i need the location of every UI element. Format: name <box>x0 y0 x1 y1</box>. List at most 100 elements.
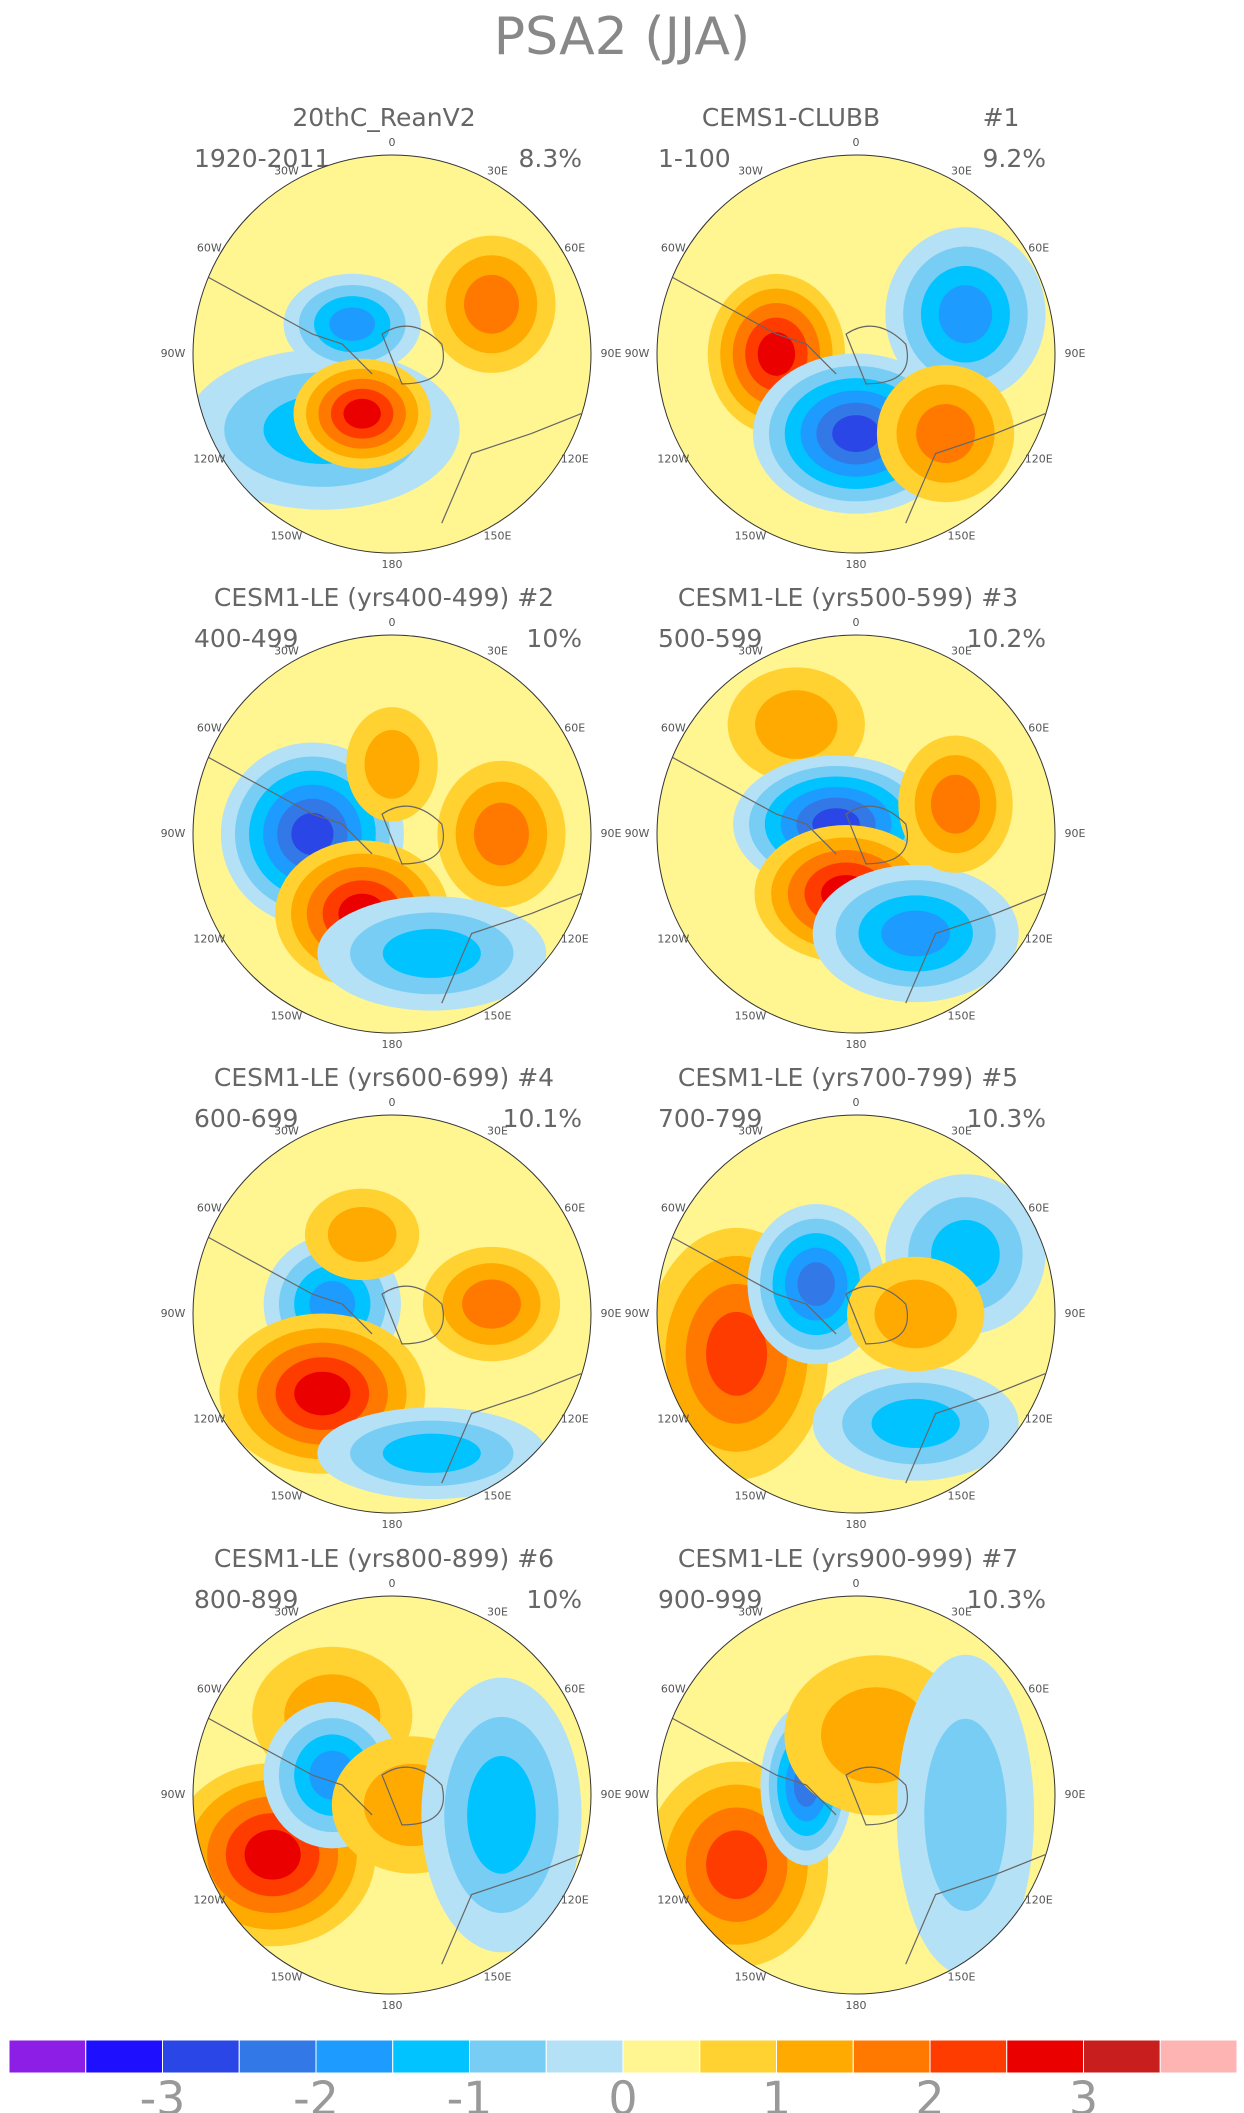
coastline <box>441 413 582 524</box>
longitude-label: 180 <box>382 1038 403 1051</box>
panel-variance: 10.3% <box>967 1585 1046 1614</box>
map-field <box>193 1596 591 1994</box>
longitude-label: 30W <box>738 1605 763 1618</box>
map-field <box>657 635 1055 1033</box>
map-field <box>193 155 591 553</box>
longitude-label: 60E <box>564 722 585 735</box>
map-border <box>192 1114 592 1514</box>
panel-variance: 9.2% <box>982 144 1046 173</box>
longitude-label: 120E <box>1025 1894 1053 1907</box>
longitude-label: 0 <box>853 1577 860 1590</box>
coastline <box>381 1285 444 1345</box>
contour-level <box>382 1433 481 1473</box>
coastline <box>441 1373 582 1484</box>
coastline <box>666 1233 837 1335</box>
panel-tag: #1 <box>983 103 1020 132</box>
longitude-label: 180 <box>846 1999 867 2012</box>
colorbar-label: 0 <box>608 2072 637 2113</box>
contour-level <box>871 1398 960 1448</box>
colorbar-box <box>8 2039 87 2074</box>
contour-level <box>382 928 481 978</box>
longitude-label: 0 <box>389 1577 396 1590</box>
map-field <box>657 1596 1055 1994</box>
longitude-label: 120E <box>561 933 589 946</box>
colorbar-box <box>1006 2039 1084 2074</box>
longitude-label: 30E <box>951 1124 972 1137</box>
coastline <box>666 753 837 855</box>
longitude-label: 90E <box>1065 827 1086 840</box>
longitude-label: 180 <box>382 558 403 571</box>
colorbar-label: 2 <box>915 2072 944 2113</box>
panel-title: CESM1-LE (yrs500-599) #3 <box>678 583 1018 612</box>
longitude-label: 60E <box>564 1202 585 1215</box>
contour-level <box>467 1756 536 1874</box>
coastline <box>202 273 373 375</box>
colorbar-label: -1 <box>447 2072 493 2113</box>
coastline <box>905 893 1046 1004</box>
contour-level <box>473 802 529 866</box>
coastline <box>381 325 444 385</box>
longitude-label: 0 <box>389 616 396 629</box>
longitude-label: 60W <box>661 722 686 735</box>
panel-title: CESM1-LE (yrs900-999) #7 <box>678 1544 1018 1573</box>
coastline <box>381 805 444 865</box>
longitude-label: 120E <box>1025 933 1053 946</box>
contour-level <box>832 415 880 453</box>
colorbar-box <box>1083 2039 1161 2074</box>
longitude-label: 150W <box>271 530 303 543</box>
longitude-label: 30E <box>487 644 508 657</box>
coastline <box>845 1285 908 1345</box>
longitude-label: 30E <box>951 164 972 177</box>
panel-title: CESM1-LE (yrs700-799) #5 <box>678 1063 1018 1092</box>
longitude-label: 30E <box>951 1605 972 1618</box>
colorbar-box <box>315 2039 394 2074</box>
colorbar-box <box>469 2039 547 2074</box>
contour-level <box>755 690 838 759</box>
map-border <box>192 154 592 554</box>
colorbar-box <box>622 2039 701 2074</box>
longitude-label: 150E <box>484 1010 512 1023</box>
longitude-label: 0 <box>389 136 396 149</box>
coastline <box>845 325 908 385</box>
contour-level <box>462 1279 521 1329</box>
longitude-label: 120W <box>657 933 689 946</box>
longitude-label: 90W <box>161 827 186 840</box>
panel-period: 1920-2011 <box>194 144 330 173</box>
longitude-label: 120W <box>193 453 225 466</box>
colorbar-box <box>699 2039 777 2074</box>
coastline <box>202 1714 373 1816</box>
longitude-label: 120W <box>193 1894 225 1907</box>
colorbar-box <box>852 2039 931 2074</box>
longitude-label: 150W <box>271 1010 303 1023</box>
longitude-label: 0 <box>853 1096 860 1109</box>
map-field <box>193 635 591 1033</box>
colorbar-box <box>1159 2039 1238 2074</box>
longitude-label: 180 <box>846 1518 867 1531</box>
longitude-label: 90W <box>625 347 650 360</box>
colorbar-box <box>776 2039 854 2074</box>
coastline <box>905 413 1046 524</box>
longitude-label: 120W <box>193 1413 225 1426</box>
longitude-label: 120W <box>657 453 689 466</box>
panel-title: 20thC_ReanV2 <box>292 103 475 132</box>
longitude-label: 30E <box>487 164 508 177</box>
longitude-label: 150W <box>735 1490 767 1503</box>
longitude-label: 60E <box>1028 1683 1049 1696</box>
longitude-label: 90E <box>601 1307 622 1320</box>
contour-level <box>329 307 376 341</box>
longitude-label: 90W <box>625 1307 650 1320</box>
coastline <box>202 1233 373 1335</box>
contour-level <box>343 398 381 429</box>
contour-level <box>938 285 993 344</box>
colorbar-box <box>85 2039 163 2074</box>
longitude-label: 150E <box>484 1971 512 1984</box>
colorbar-box <box>545 2039 624 2074</box>
map-border <box>656 154 1056 554</box>
longitude-label: 0 <box>853 136 860 149</box>
panel-period: 500-599 <box>658 624 762 653</box>
longitude-label: 60W <box>661 1683 686 1696</box>
longitude-label: 150E <box>948 530 976 543</box>
longitude-label: 180 <box>846 1038 867 1051</box>
coastline <box>845 805 908 865</box>
coastline <box>905 1854 1046 1965</box>
